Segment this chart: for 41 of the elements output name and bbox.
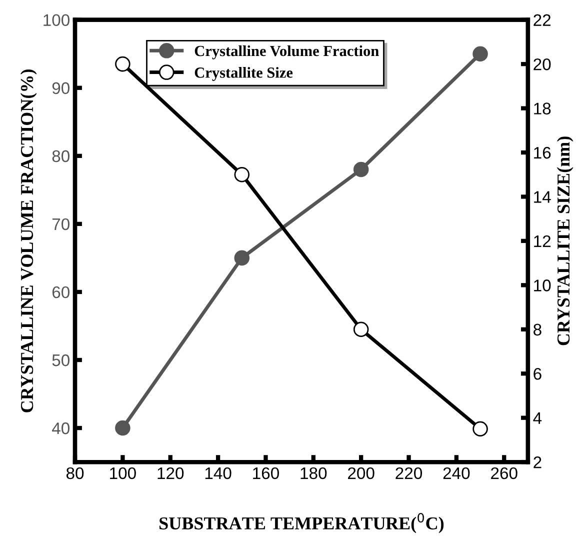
y-tick-label: 100: [44, 14, 70, 26]
y2-tick-label: 4: [533, 412, 542, 424]
y-tick-label: 60: [52, 286, 70, 298]
y-tick-label: 90: [52, 82, 70, 94]
y-tick-label: 40: [52, 422, 70, 434]
x-tick-label: 160: [253, 467, 279, 480]
x-tick-label: 80: [66, 467, 84, 480]
x-tick-label: 240: [443, 467, 470, 480]
x-tick-label: 260: [491, 467, 518, 480]
point: [234, 250, 250, 266]
y2-tick-label: 22: [534, 14, 551, 26]
y2-tick-label: 10: [534, 280, 551, 292]
legend-label: Crystallite Size: [194, 67, 293, 81]
point: [472, 46, 488, 62]
point: [353, 162, 369, 178]
x-tick-label: 200: [348, 467, 374, 480]
x-tick-label: 220: [396, 467, 422, 480]
y2-axis-title: CRYSTALLITE SIZE(nm): [556, 136, 574, 346]
legend-label: Crystalline Volume Fraction: [194, 45, 379, 60]
y-tick-label: 70: [52, 218, 70, 230]
y-axis-title: CRYSTALLINE VOLUME FRACTION(%): [20, 70, 37, 412]
y2-tick-label: 12: [534, 235, 551, 247]
y-tick-label: 80: [52, 150, 70, 162]
y2-tick-label: 6: [534, 368, 542, 380]
y2-tick-label: 14: [534, 191, 551, 203]
point: [353, 322, 369, 338]
point: [115, 56, 130, 72]
y2-tick-label: 20: [534, 58, 551, 70]
x-tick-label: 180: [300, 467, 327, 480]
point: [472, 421, 488, 437]
y2-tick-label: 18: [534, 102, 551, 114]
y2-tick-label: 8: [534, 324, 542, 336]
x-axis-title: SUBSTRATE TEMPERATURE($^{0}$C): [160, 512, 444, 534]
y2-tick-label: 16: [534, 146, 551, 159]
y2-tick-label: 2: [534, 456, 542, 468]
point: [115, 420, 130, 436]
point: [234, 166, 250, 182]
x-tick-label: 120: [158, 467, 184, 480]
x-tick-label: 140: [205, 467, 232, 480]
y-tick-label: 50: [52, 354, 70, 366]
x-tick-label: 100: [110, 467, 136, 480]
